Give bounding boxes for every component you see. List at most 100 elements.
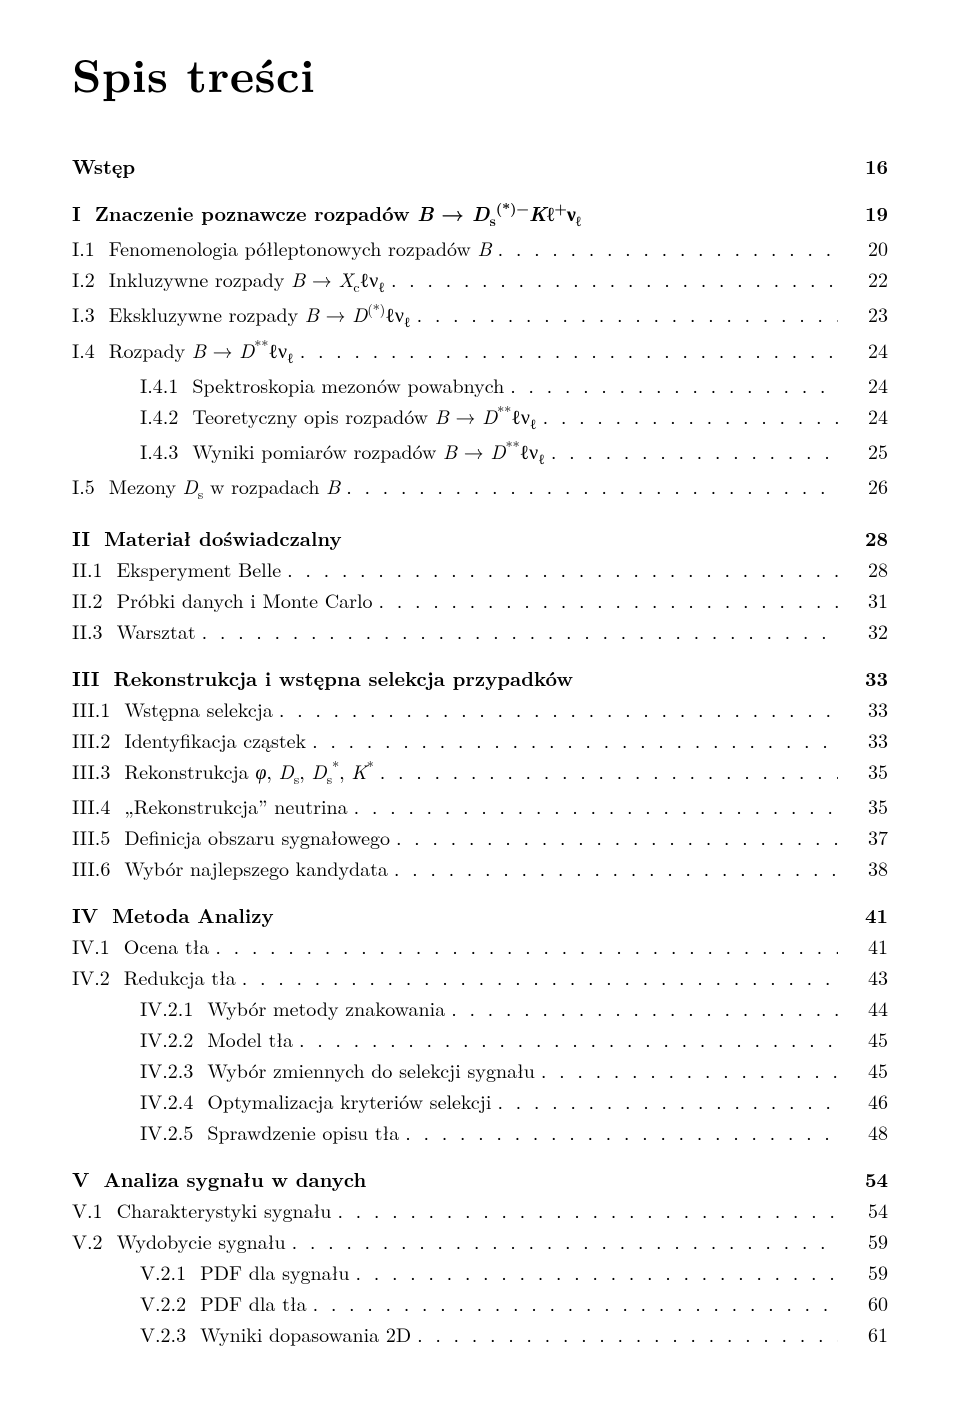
table-of-contents: Wstęp16 IZnaczenie poznawcze rozpadów B →… <box>72 151 888 1348</box>
toc-entry-label: Spektroskopia mezonów powabnych <box>192 370 504 399</box>
toc-entry: I.4.1Spektroskopia mezonów powabnych24 <box>72 370 888 399</box>
toc-entry: III.4„Rekonstrukcja” neutrina35 <box>72 791 888 820</box>
toc-entry-label: „Rekonstrukcja” neutrina <box>124 791 347 820</box>
toc-entry-label: Metoda Analizy <box>112 900 274 929</box>
toc-entry-page: 28 <box>844 554 888 583</box>
toc-entry-number: I.5 <box>72 471 109 500</box>
toc-entry: IZnaczenie poznawcze rozpadów B → Ds(*)−… <box>72 198 888 231</box>
toc-entry-number: V.2.2 <box>72 1288 200 1317</box>
toc-entry-number: IV.2.3 <box>72 1055 207 1084</box>
page-title: Spis treści <box>72 40 888 107</box>
toc-entry-page: 19 <box>844 198 888 227</box>
toc-entry-label: Model tła <box>207 1024 293 1053</box>
toc-entry: Wstęp16 <box>72 151 888 180</box>
toc-entry-number: III.3 <box>72 756 124 785</box>
toc-leader-dots <box>379 585 838 614</box>
toc-entry-label: Rekonstrukcja φ, Ds, Ds*, K* <box>124 756 373 789</box>
toc-entry-page: 59 <box>844 1257 888 1286</box>
toc-entry-number: IV.2.1 <box>72 993 207 1022</box>
toc-leader-dots <box>498 233 838 262</box>
toc-entry-label: Rozpady B → D**ℓνℓ <box>109 335 294 368</box>
toc-entry: V.2.1PDF dla sygnału59 <box>72 1257 888 1286</box>
toc-entry-label: Teoretyczny opis rozpadów B → D**ℓνℓ <box>192 401 536 434</box>
toc-entry-label: Identyfikacja cząstek <box>124 725 306 754</box>
toc-leader-dots <box>279 694 838 723</box>
toc-entry-number: V.2 <box>72 1226 117 1255</box>
toc-entry-label: Wyniki pomiarów rozpadów B → D**ℓνℓ <box>192 436 545 469</box>
toc-entry-number: I.4.3 <box>72 436 192 465</box>
toc-entry-page: 31 <box>844 585 888 614</box>
toc-entry-number: II <box>72 523 104 552</box>
toc-leader-dots <box>299 1024 838 1053</box>
toc-entry: V.1Charakterystyki sygnału54 <box>72 1195 888 1224</box>
toc-entry: I.4.2Teoretyczny opis rozpadów B → D**ℓν… <box>72 401 888 434</box>
toc-entry-number: IV <box>72 900 112 929</box>
toc-entry-label: Mezony Ds w rozpadach B <box>109 471 340 504</box>
toc-entry-page: 43 <box>844 962 888 991</box>
toc-entry-page: 44 <box>844 993 888 1022</box>
toc-entry-label: Ekskluzywne rozpady B → D(*)ℓνℓ <box>109 299 411 332</box>
toc-entry-number: V.2.3 <box>72 1319 200 1348</box>
toc-entry: III.1Wstępna selekcja33 <box>72 694 888 723</box>
toc-entry-number: III.1 <box>72 694 124 723</box>
toc-entry: IVMetoda Analizy 41 <box>72 900 888 929</box>
toc-entry-label: Warsztat <box>117 616 196 645</box>
toc-entry-page: 41 <box>844 931 888 960</box>
toc-entry-number: I.4.2 <box>72 401 192 430</box>
toc-leader-dots <box>202 616 838 645</box>
toc-entry-page: 37 <box>844 822 888 851</box>
toc-entry-page: 54 <box>844 1195 888 1224</box>
toc-entry-label: Wydobycie sygnału <box>117 1226 286 1255</box>
toc-entry-label: Ocena tła <box>124 931 210 960</box>
toc-entry: V.2Wydobycie sygnału59 <box>72 1226 888 1255</box>
toc-entry: IV.2Redukcja tła 43 <box>72 962 888 991</box>
toc-entry-label: Znaczenie poznawcze rozpadów B → Ds(*)−K… <box>95 198 581 231</box>
toc-leader-dots <box>313 1288 838 1317</box>
toc-entry-number: III.2 <box>72 725 124 754</box>
toc-entry: I.4.3Wyniki pomiarów rozpadów B → D**ℓνℓ… <box>72 436 888 469</box>
toc-leader-dots <box>292 1226 838 1255</box>
toc-entry-page: 26 <box>844 471 888 500</box>
toc-entry: IV.2.5Sprawdzenie opisu tła48 <box>72 1117 888 1146</box>
toc-entry-label: Materiał doświadczalny <box>104 523 342 552</box>
toc-leader-dots <box>510 370 838 399</box>
toc-entry-page: 38 <box>844 853 888 882</box>
toc-entry-page: 23 <box>844 299 888 328</box>
toc-entry-label: Analiza sygnału w danych <box>103 1164 366 1193</box>
toc-leader-dots <box>396 822 838 851</box>
toc-entry: III.2Identyfikacja cząstek 33 <box>72 725 888 754</box>
toc-entry-label: Eksperyment Belle <box>117 554 282 583</box>
toc-leader-dots <box>346 471 838 500</box>
toc-entry-label: Definicja obszaru sygnałowego <box>124 822 390 851</box>
toc-entry-label: Redukcja tła <box>124 962 236 991</box>
toc-entry-page: 25 <box>844 436 888 465</box>
toc-entry: IIIRekonstrukcja i wstępna selekcja przy… <box>72 663 888 692</box>
toc-entry-number: IV.2.2 <box>72 1024 207 1053</box>
toc-entry-page: 54 <box>844 1164 888 1193</box>
toc-entry-number: IV.2 <box>72 962 124 991</box>
toc-leader-dots <box>417 1319 838 1348</box>
toc-entry-number: II.3 <box>72 616 117 645</box>
toc-entry: IV.2.2Model tła45 <box>72 1024 888 1053</box>
toc-entry-label: Wstępna selekcja <box>124 694 273 723</box>
toc-entry-page: 24 <box>844 335 888 364</box>
toc-entry: II.3Warsztat32 <box>72 616 888 645</box>
toc-entry: I.3Ekskluzywne rozpady B → D(*)ℓνℓ23 <box>72 299 888 332</box>
toc-leader-dots <box>394 853 838 882</box>
toc-leader-dots <box>300 335 838 364</box>
toc-entry-number: II.1 <box>72 554 117 583</box>
toc-leader-dots <box>242 962 838 991</box>
toc-entry-number: I <box>72 198 95 227</box>
toc-entry-label: Charakterystyki sygnału <box>117 1195 332 1224</box>
toc-entry-number: III.6 <box>72 853 124 882</box>
toc-entry-page: 41 <box>844 900 888 929</box>
toc-leader-dots <box>380 756 838 785</box>
toc-entry-number: I.4 <box>72 335 109 364</box>
toc-entry-number: IV.2.5 <box>72 1117 207 1146</box>
toc-entry-label: Wybór zmiennych do selekcji sygnału <box>207 1055 535 1084</box>
toc-entry-page: 60 <box>844 1288 888 1317</box>
toc-leader-dots <box>356 1257 839 1286</box>
toc-entry-number: V <box>72 1164 103 1193</box>
toc-entry-page: 33 <box>844 725 888 754</box>
toc-entry-label: PDF dla sygnału <box>200 1257 349 1286</box>
